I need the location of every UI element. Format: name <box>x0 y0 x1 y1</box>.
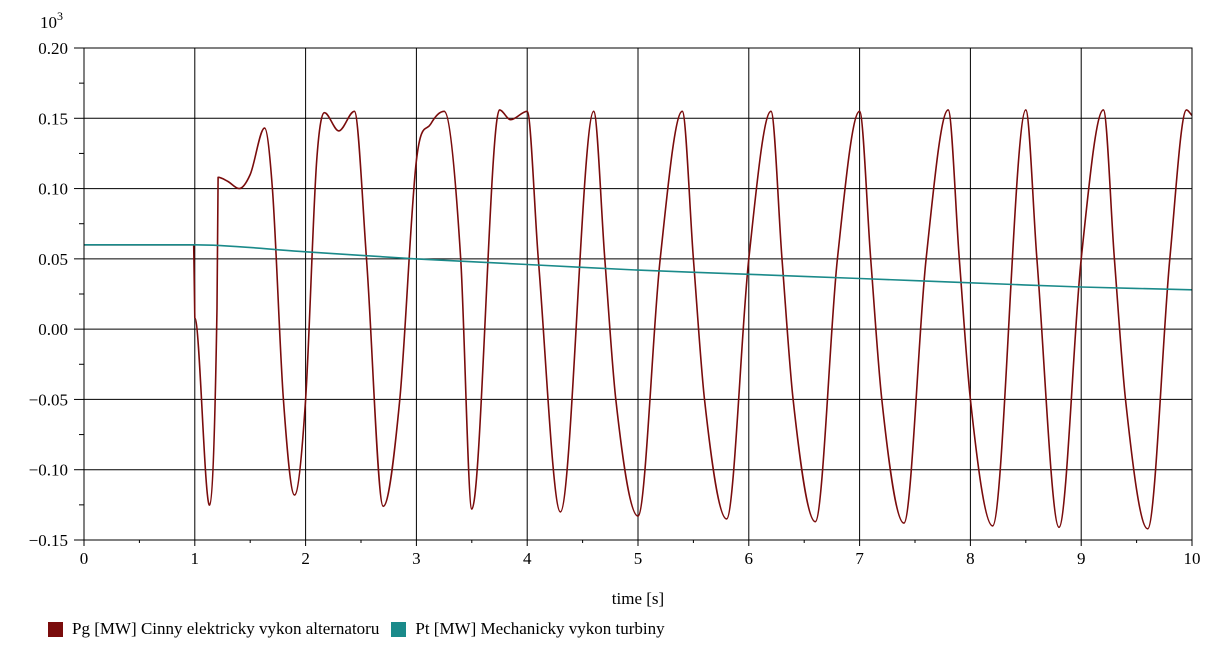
legend-swatch-pt <box>391 621 407 637</box>
y-tick-label: −0.10 <box>29 461 68 480</box>
scale-exponent: 3 <box>57 9 63 23</box>
series-layer <box>84 109 1193 530</box>
y-tick-label: −0.05 <box>29 390 68 409</box>
series-line-pt <box>84 243 1193 291</box>
x-tick-label: 6 <box>745 549 754 568</box>
x-tick-label: 3 <box>412 549 421 568</box>
x-tick-label: 9 <box>1077 549 1086 568</box>
y-tick-label: −0.15 <box>29 531 68 550</box>
x-tick-label: 10 <box>1184 549 1201 568</box>
x-tick-label: 1 <box>191 549 200 568</box>
y-tick-label: 0.15 <box>38 109 68 128</box>
scale-label: 10 <box>40 13 57 32</box>
x-axis-title: time [s] <box>612 589 664 608</box>
tick-layer <box>74 47 1193 546</box>
series-line-pg <box>84 109 1193 530</box>
y-tick-label: 0.00 <box>38 320 68 339</box>
legend-label-pt: Pt [MW] Mechanicky vykon turbiny <box>415 619 665 638</box>
label-layer: 0 1 2 3 4 5 6 7 8 9 10 0.20 0.15 0.10 0.05 0.00 −0.05 −0.… <box>29 39 1201 568</box>
x-tick-label: 7 <box>855 549 864 568</box>
x-tick-label: 5 <box>634 549 643 568</box>
legend: Pg [MW] Cinny elektricky vykon alternato… <box>48 618 677 640</box>
x-tick-label: 4 <box>523 549 532 568</box>
legend-item-pt: Pt [MW] Mechanicky vykon turbiny <box>391 619 665 639</box>
y-tick-label: 0.20 <box>38 39 68 58</box>
legend-item-pg: Pg [MW] Cinny elektricky vykon alternato… <box>48 619 379 639</box>
x-tick-label: 0 <box>80 549 89 568</box>
x-tick-label: 2 <box>301 549 310 568</box>
scale-multiplier: 103 <box>40 9 63 32</box>
chart: 0 1 2 3 4 5 6 7 8 9 10 0.20 0.15 0.10 0.05 0.00 −0.05 −0.… <box>29 9 1201 608</box>
grid-layer <box>84 48 1192 540</box>
y-tick-label: 0.10 <box>38 180 68 199</box>
legend-label-pg: Pg [MW] Cinny elektricky vykon alternato… <box>72 619 380 638</box>
x-tick-label: 8 <box>966 549 975 568</box>
legend-swatch-pg <box>48 621 63 637</box>
y-tick-label: 0.05 <box>38 250 68 269</box>
